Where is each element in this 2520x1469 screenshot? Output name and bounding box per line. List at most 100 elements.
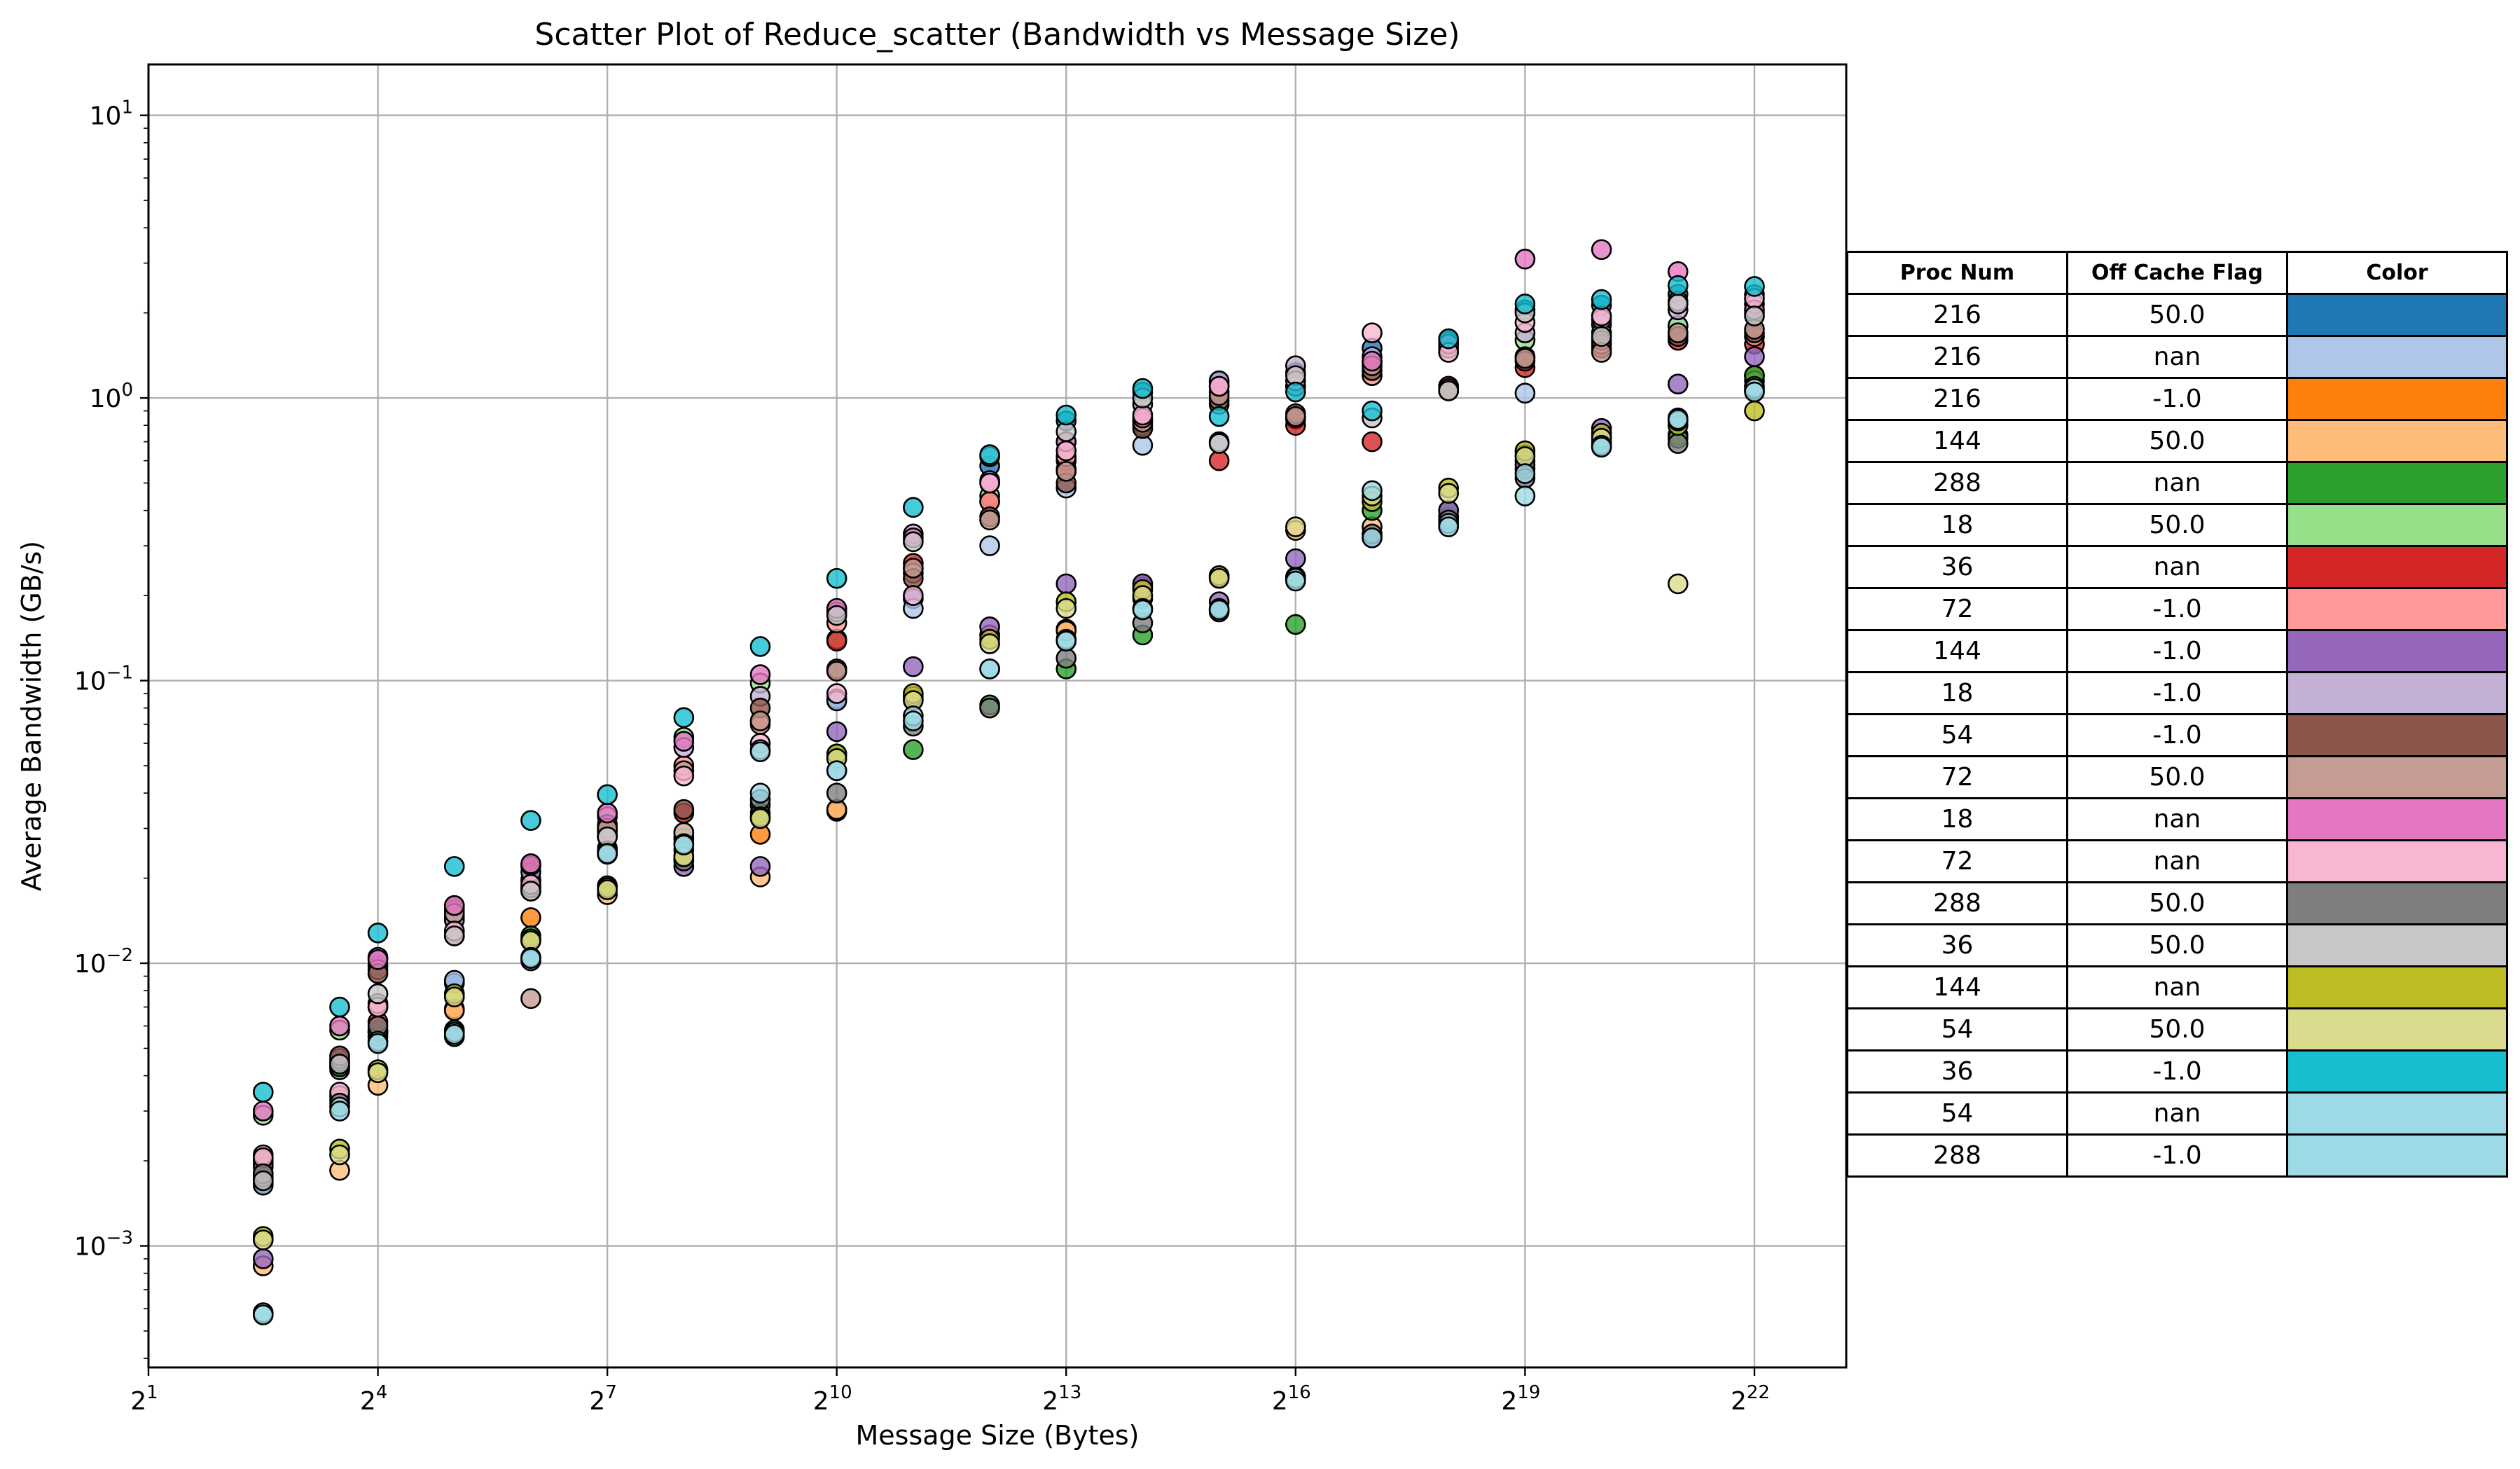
legend-color-cell <box>2286 1133 2508 1178</box>
legend-proc-num: 144 <box>1846 629 2068 673</box>
data-point <box>1285 614 1306 635</box>
legend-color-cell <box>2286 881 2508 925</box>
legend-color-cell <box>2286 503 2508 547</box>
data-point <box>520 948 541 969</box>
legend-proc-num: 288 <box>1846 881 2068 925</box>
legend-off-cache-flag: 50.0 <box>2066 1007 2288 1051</box>
legend-row: 288 50.0 <box>1846 881 2508 925</box>
legend-color-cell <box>2286 377 2508 421</box>
x-tick-label: 219 <box>1501 1382 1540 1416</box>
data-point <box>826 721 847 743</box>
data-point <box>1285 381 1306 403</box>
data-point <box>1362 400 1383 422</box>
data-point <box>329 1101 350 1122</box>
data-point <box>443 1023 465 1045</box>
legend-color-cell <box>2286 755 2508 799</box>
legend-proc-num: 216 <box>1846 377 2068 421</box>
grid-lines <box>148 64 1846 1367</box>
x-axis-ticks: 21 24 27 210 213 216 219 222 <box>130 1367 1770 1416</box>
data-point <box>597 879 618 900</box>
data-point <box>367 949 389 970</box>
legend-proc-num: 54 <box>1846 713 2068 757</box>
y-tick-label: 10−2 <box>74 945 133 979</box>
legend-row: 72 50.0 <box>1846 755 2508 799</box>
legend-row: 18 nan <box>1846 797 2508 841</box>
data-point <box>979 444 1000 465</box>
data-point <box>443 895 465 916</box>
data-point <box>903 531 924 553</box>
legend-proc-num: 54 <box>1846 1091 2068 1136</box>
data-point <box>367 922 389 944</box>
legend-proc-num: 144 <box>1846 419 2068 463</box>
y-axis-ticks: 101 100 10−1 10−2 10−3 <box>74 97 148 1262</box>
x-tick-label: 222 <box>1731 1382 1770 1416</box>
legend-header-flag: Off Cache Flag <box>2066 251 2288 295</box>
legend-row: 54 nan <box>1846 1091 2508 1136</box>
data-point <box>979 535 1000 556</box>
legend-proc-num: 18 <box>1846 797 2068 841</box>
legend-color-cell <box>2286 629 2508 673</box>
legend-off-cache-flag: nan <box>2066 461 2288 505</box>
data-point <box>1285 516 1306 537</box>
legend-color-cell <box>2286 335 2508 379</box>
legend-off-cache-flag: -1.0 <box>2066 587 2288 631</box>
data-point <box>826 567 847 589</box>
data-point <box>903 710 924 731</box>
legend-color-cell <box>2286 293 2508 337</box>
legend-proc-num: 288 <box>1846 461 2068 505</box>
data-point <box>749 782 771 804</box>
data-point <box>1591 239 1612 261</box>
legend-row: 144 50.0 <box>1846 419 2508 463</box>
legend-off-cache-flag: 50.0 <box>2066 503 2288 547</box>
data-point <box>826 605 847 626</box>
data-point <box>367 1062 389 1084</box>
legend-off-cache-flag: -1.0 <box>2066 377 2288 421</box>
legend-row: 54 50.0 <box>1846 1007 2508 1051</box>
legend-header-row: Proc Num Off Cache Flag Color <box>1846 251 2508 295</box>
data-point <box>673 707 695 729</box>
data-point <box>1744 400 1765 422</box>
data-point <box>1438 516 1460 537</box>
data-point <box>749 808 771 829</box>
legend-off-cache-flag: -1.0 <box>2066 1133 2288 1178</box>
legend-off-cache-flag: 50.0 <box>2066 293 2288 337</box>
data-point <box>252 1170 274 1192</box>
legend-off-cache-flag: nan <box>2066 335 2288 379</box>
data-point <box>1591 436 1612 458</box>
legend-proc-num: 36 <box>1846 545 2068 589</box>
data-point <box>1667 275 1689 296</box>
legend-off-cache-flag: nan <box>2066 965 2288 1009</box>
data-point <box>826 760 847 781</box>
data-point <box>1055 598 1077 619</box>
legend-proc-num: 144 <box>1846 965 2068 1009</box>
data-point <box>1055 573 1077 595</box>
data-point <box>1438 328 1460 350</box>
data-point <box>979 633 1000 654</box>
legend-color-cell <box>2286 923 2508 967</box>
legend-off-cache-flag: nan <box>2066 1091 2288 1136</box>
x-tick-label: 216 <box>1272 1382 1311 1416</box>
data-point <box>1591 326 1612 347</box>
legend-off-cache-flag: 50.0 <box>2066 881 2288 925</box>
data-point <box>1055 461 1077 482</box>
legend-proc-num: 72 <box>1846 839 2068 883</box>
data-points <box>252 239 1765 1325</box>
data-point <box>443 925 465 946</box>
legend-header-proc: Proc Num <box>1846 251 2068 295</box>
legend-color-cell <box>2286 1091 2508 1136</box>
data-point <box>1362 480 1383 502</box>
legend-color-cell <box>2286 797 2508 841</box>
legend-color-cell <box>2286 965 2508 1009</box>
data-point <box>1132 599 1154 621</box>
data-point <box>1591 289 1612 310</box>
legend-row: 36 nan <box>1846 545 2508 589</box>
legend-row: 72 nan <box>1846 839 2508 883</box>
legend-header-color: Color <box>2286 251 2508 295</box>
data-point <box>1514 463 1536 484</box>
data-point <box>1514 249 1536 270</box>
data-point <box>520 810 541 832</box>
legend-off-cache-flag: nan <box>2066 839 2288 883</box>
data-point <box>520 907 541 928</box>
chart-title: Scatter Plot of Reduce_scatter (Bandwidt… <box>534 17 1460 53</box>
y-axis-label: Average Bandwidth (GB/s) <box>16 541 47 891</box>
